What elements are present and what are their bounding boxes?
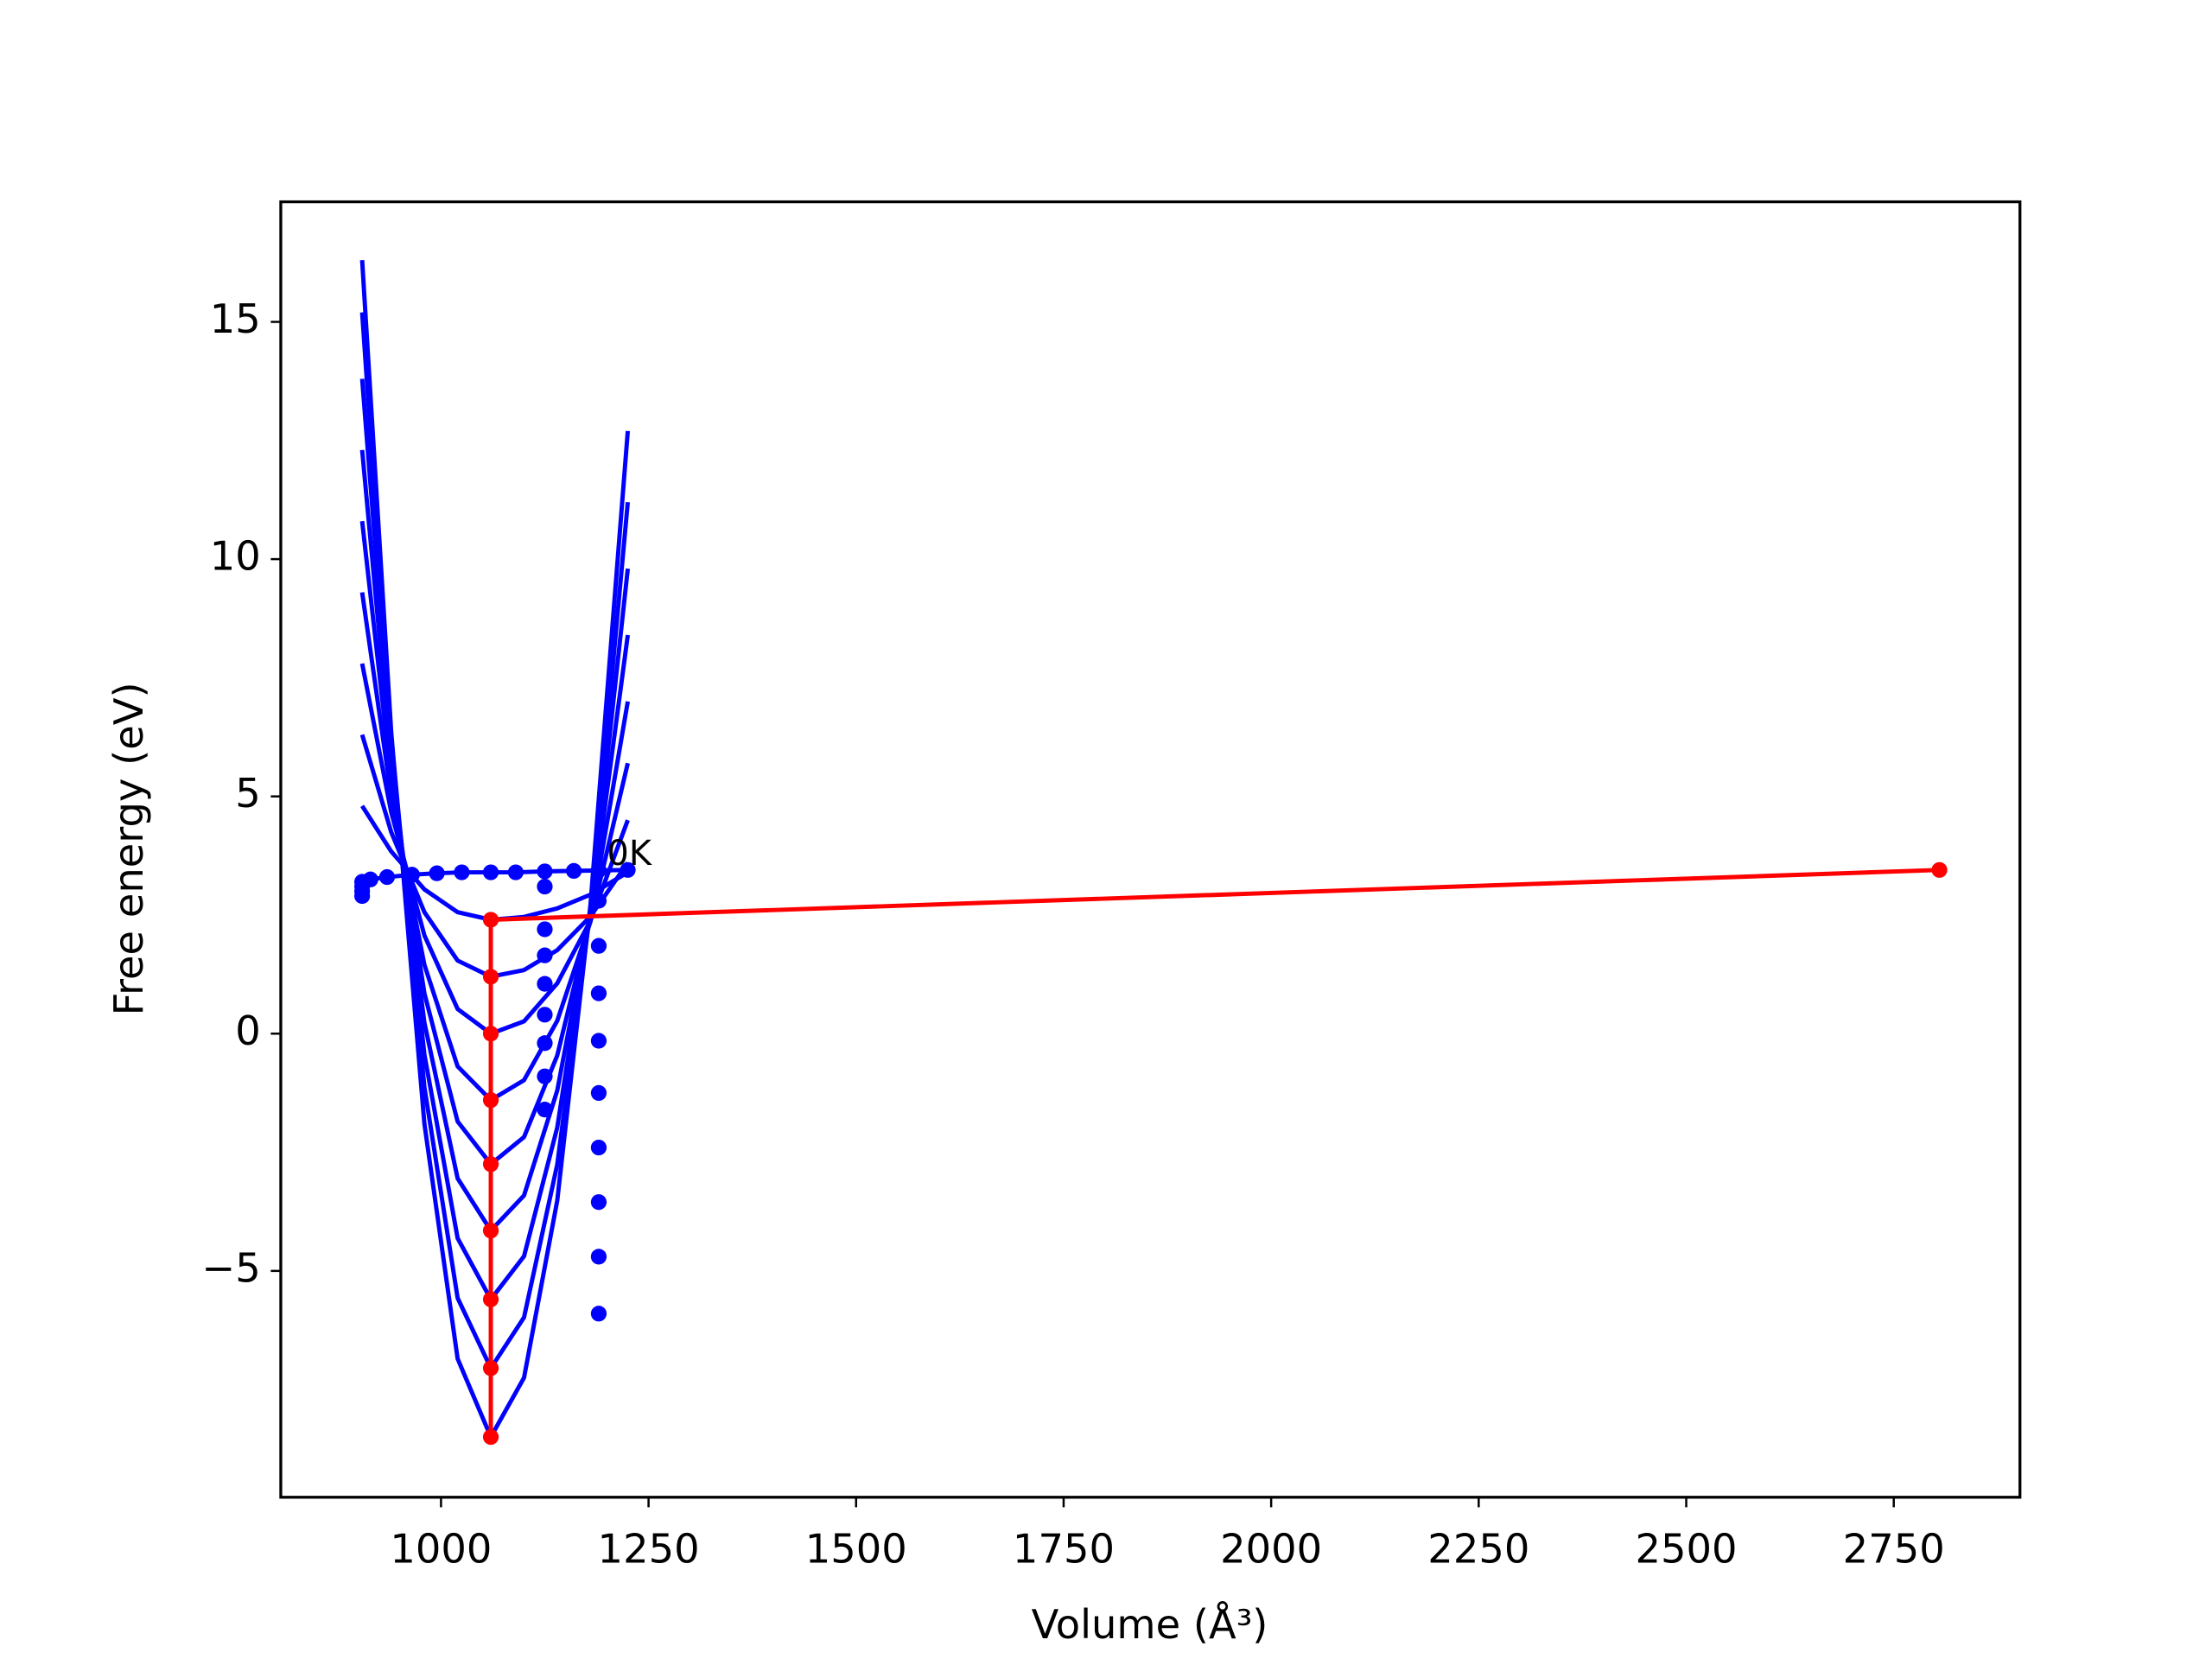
x-tick-label: 2750 [1843, 1525, 1945, 1572]
data-point [590, 1249, 607, 1265]
data-point [482, 969, 499, 985]
y-tick-label: 5 [235, 770, 261, 817]
series-line [360, 804, 629, 922]
x-tick-label: 1500 [805, 1525, 907, 1572]
data-point [590, 1194, 607, 1211]
data-point [537, 947, 553, 963]
data-point [482, 1223, 499, 1239]
data-point [590, 985, 607, 1001]
data-point [507, 864, 524, 880]
data-point [537, 976, 553, 992]
series-line [488, 868, 1940, 1438]
data-point [482, 864, 499, 880]
x-axis-label: Volume (Å³) [1032, 1601, 1268, 1648]
data-point [620, 861, 636, 878]
data-point [590, 1084, 607, 1102]
annotation: 0K [607, 834, 652, 874]
data-point [1931, 861, 1948, 878]
y-tick-label: −5 [201, 1244, 260, 1291]
x-tick-label: 2500 [1636, 1525, 1738, 1572]
x-tick-label: 1750 [1013, 1525, 1115, 1572]
data-point [537, 878, 553, 895]
data-point [566, 862, 582, 880]
data-point [537, 921, 553, 938]
data-point [537, 1007, 553, 1023]
y-tick-label: 15 [210, 296, 261, 342]
data-point [590, 862, 607, 879]
axes-frame [279, 200, 2022, 1499]
data-point [482, 1092, 499, 1109]
data-point [354, 887, 371, 905]
y-tick-label: 0 [235, 1007, 261, 1054]
data-point [429, 865, 445, 881]
data-point [537, 1035, 553, 1052]
data-point [590, 1139, 607, 1156]
data-point [590, 893, 607, 909]
y-tick-label: 10 [210, 533, 261, 580]
data-point [590, 1306, 607, 1322]
data-point [537, 1102, 553, 1118]
data-point [354, 874, 371, 890]
x-tick-label: 2000 [1220, 1525, 1322, 1572]
data-point [590, 1033, 607, 1049]
data-point [482, 1291, 499, 1307]
data-point [404, 867, 420, 883]
x-tick-label: 1250 [598, 1525, 700, 1572]
data-point [378, 868, 396, 886]
data-point [454, 864, 470, 880]
data-point [482, 1360, 499, 1376]
y-axis-label: Free energy (eV) [105, 682, 152, 1015]
x-tick-label: 1000 [390, 1525, 492, 1572]
plot-area [354, 259, 1948, 1446]
data-point [482, 912, 499, 928]
data-point [482, 1156, 499, 1173]
x-tick-label: 2250 [1427, 1525, 1529, 1572]
data-point [482, 1026, 499, 1042]
data-point [537, 1068, 553, 1084]
data-point [590, 938, 607, 954]
data-point [537, 863, 553, 880]
data-point [482, 1428, 499, 1446]
